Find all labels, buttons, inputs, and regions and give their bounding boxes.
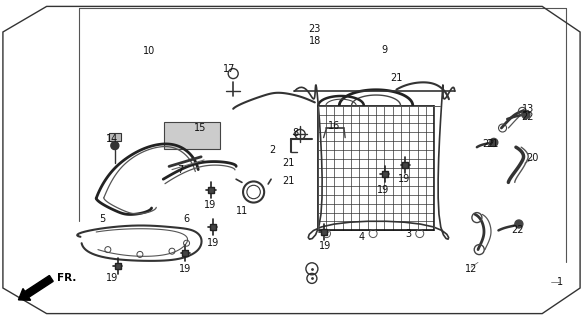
Text: 17: 17	[223, 64, 236, 74]
Text: 19: 19	[398, 174, 410, 184]
Circle shape	[515, 220, 523, 228]
Text: 4: 4	[359, 232, 364, 242]
Text: FR.: FR.	[57, 273, 76, 284]
Text: 21: 21	[390, 73, 403, 84]
Text: 3: 3	[405, 228, 411, 239]
Text: 22: 22	[482, 139, 495, 149]
Text: 14: 14	[106, 134, 119, 144]
Text: 19: 19	[203, 200, 216, 210]
Text: 19: 19	[106, 273, 118, 284]
Text: 15: 15	[194, 123, 206, 133]
Text: 21: 21	[282, 176, 295, 186]
Text: 19: 19	[206, 238, 219, 248]
Text: 10: 10	[142, 46, 155, 56]
Text: 21: 21	[486, 139, 499, 149]
Text: 22: 22	[511, 225, 524, 236]
Circle shape	[490, 139, 498, 147]
Text: 7: 7	[178, 164, 184, 175]
Text: 12: 12	[465, 264, 477, 274]
Text: 18: 18	[308, 36, 321, 46]
Text: 9: 9	[382, 44, 388, 55]
Text: 6: 6	[184, 214, 189, 224]
Text: 16: 16	[328, 121, 340, 132]
Text: 22: 22	[521, 112, 533, 122]
Text: 19: 19	[377, 185, 389, 196]
Text: 11: 11	[236, 206, 248, 216]
FancyArrow shape	[19, 276, 53, 300]
Text: 8: 8	[293, 128, 298, 138]
Text: 20: 20	[526, 153, 539, 164]
Text: 1: 1	[557, 276, 563, 287]
Circle shape	[111, 141, 119, 150]
Text: 19: 19	[319, 241, 332, 252]
Text: 2: 2	[270, 145, 276, 156]
Text: 13: 13	[521, 104, 534, 114]
Text: 19: 19	[179, 264, 192, 274]
Text: 5: 5	[99, 214, 105, 224]
Text: 21: 21	[282, 158, 295, 168]
Bar	[109, 132, 121, 140]
Circle shape	[522, 111, 530, 119]
Bar	[164, 122, 220, 149]
Text: 23: 23	[308, 24, 321, 34]
